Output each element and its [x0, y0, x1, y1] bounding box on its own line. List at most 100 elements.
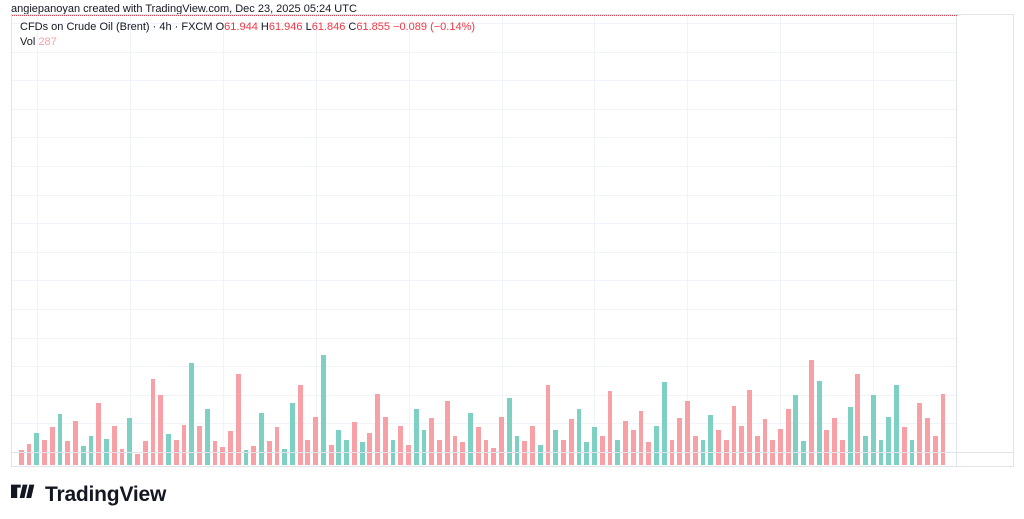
volume-bar — [413, 408, 419, 465]
volume-bar — [468, 412, 473, 465]
volume-bar — [290, 403, 295, 465]
volume-bar — [901, 427, 907, 465]
volume-bar — [26, 444, 32, 465]
volume-bar — [235, 373, 241, 465]
volume-bar — [777, 428, 783, 465]
legend-high-label: H — [260, 21, 269, 33]
volume-bar — [522, 441, 528, 465]
volume-bar — [18, 450, 24, 465]
volume-bar — [654, 426, 659, 465]
volume-legend-value: 287 — [38, 36, 57, 48]
volume-bar — [181, 424, 187, 465]
volume-bar — [731, 405, 737, 465]
volume-bar — [762, 419, 768, 465]
legend-close-label: C — [348, 21, 357, 33]
attribution-text: angiepanoyan created with TradingView.co… — [11, 3, 357, 15]
volume-bar — [259, 412, 264, 465]
volume-bar — [382, 416, 388, 465]
volume-bar — [553, 430, 559, 465]
volume-bar — [808, 360, 814, 465]
volume-bar — [870, 395, 876, 465]
volume-bar — [499, 416, 504, 465]
volume-bar — [514, 435, 520, 465]
legend-open-value: 61.944 — [224, 21, 258, 33]
legend-open-label: O — [215, 21, 225, 33]
volume-bar — [111, 426, 117, 465]
volume-bar — [220, 446, 226, 465]
volume-bar — [49, 427, 55, 465]
price-axis[interactable] — [956, 15, 1013, 466]
volume-bar — [475, 427, 481, 465]
volume-bar — [142, 441, 148, 465]
volume-legend: Vol 287 — [20, 35, 57, 50]
volume-bar — [398, 426, 404, 465]
volume-bar — [739, 426, 745, 465]
volume-bar — [646, 442, 652, 465]
volume-bar — [197, 426, 202, 465]
volume-bar — [847, 407, 853, 465]
volume-bar — [313, 416, 319, 465]
volume-bar — [135, 453, 140, 465]
tradingview-logo-icon — [11, 483, 37, 505]
volume-bar — [491, 447, 497, 465]
legend-low-value: 61.846 — [311, 21, 346, 33]
volume-bar — [228, 431, 233, 465]
volume-bar — [708, 415, 714, 465]
volume-bar — [747, 389, 752, 465]
volume-bar — [677, 418, 683, 465]
plot-area[interactable]: CFDs on Crude Oil (Brent) · 4h · FXCM O6… — [12, 15, 957, 466]
volume-bar — [506, 397, 512, 465]
volume-bar — [73, 420, 78, 465]
volume-bar — [127, 418, 133, 465]
volume-bar — [375, 393, 380, 465]
volume-bar — [537, 444, 543, 465]
legend-low-label: L — [305, 21, 312, 33]
volume-bar — [336, 430, 342, 465]
volume-legend-label: Vol — [20, 36, 36, 48]
volume-bar — [785, 408, 791, 465]
volume-bar — [282, 448, 288, 465]
volume-bar — [607, 391, 613, 465]
volume-bar — [166, 434, 171, 465]
chart-frame: CFDs on Crude Oil (Brent) · 4h · FXCM O6… — [11, 14, 1014, 467]
volume-bar — [421, 430, 427, 465]
volume-bar — [576, 408, 582, 465]
volume-bar — [894, 384, 899, 465]
volume-bar — [444, 400, 450, 465]
volume-bar — [297, 384, 303, 465]
volume-bar — [34, 432, 40, 465]
volume-bar — [119, 448, 125, 465]
volume-bar — [320, 355, 326, 465]
volume-bar — [57, 414, 63, 465]
volume-bar — [104, 438, 109, 465]
time-axis[interactable] — [11, 452, 1014, 467]
volume-bar — [917, 403, 923, 465]
volume-bar — [863, 435, 868, 465]
volume-bar — [452, 435, 458, 465]
volume-bar — [685, 400, 690, 465]
volume-bar — [65, 441, 71, 465]
volume-bar — [793, 395, 799, 465]
volume-bar — [460, 442, 466, 465]
volume-bar — [266, 441, 272, 465]
volume-bar — [638, 411, 644, 465]
legend-close-value: 61.855 — [356, 21, 391, 33]
volume-bar — [150, 379, 156, 465]
volume-bar — [189, 363, 195, 465]
volume-bar — [940, 393, 946, 465]
volume-bar — [584, 442, 590, 465]
volume-bar — [274, 427, 280, 465]
volume-bar — [88, 435, 94, 465]
volume-bar — [530, 426, 535, 465]
volume-bar — [406, 444, 411, 465]
volume-bar — [832, 418, 837, 465]
volume-bar — [367, 432, 373, 465]
volume-bar — [328, 444, 334, 465]
volume-bar — [243, 450, 249, 465]
volume-bar — [204, 408, 210, 465]
volume-bar — [359, 442, 365, 465]
legend-symbol: CFDs on Crude Oil (Brent) · 4h · FXCM — [20, 21, 213, 33]
volume-bar — [80, 445, 86, 465]
legend-high-value: 61.946 — [268, 21, 303, 33]
